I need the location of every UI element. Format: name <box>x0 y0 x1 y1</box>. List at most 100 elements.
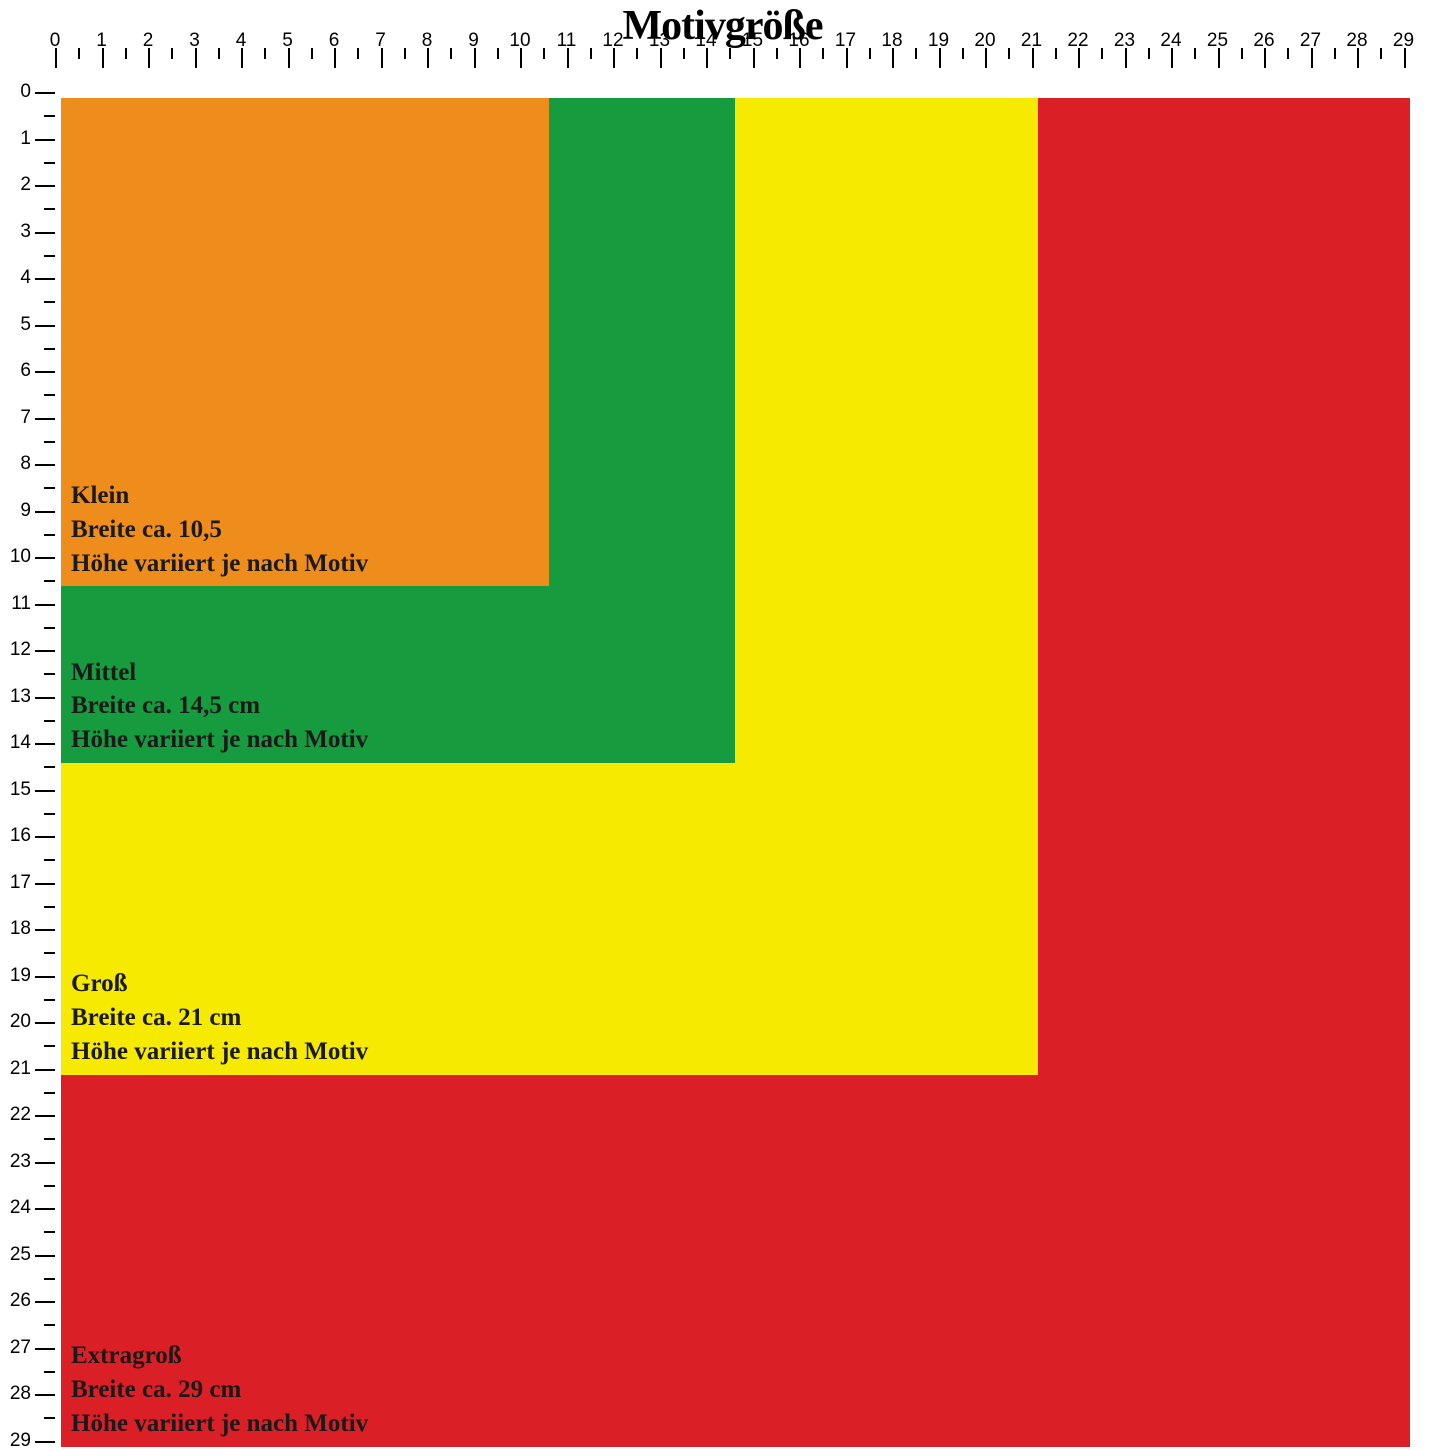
size-name: Extragroß <box>71 1339 368 1373</box>
ruler-label: 1 <box>96 30 107 52</box>
ruler-tick-minor <box>497 48 499 59</box>
ruler-tick-minor <box>44 1417 55 1419</box>
ruler-tick-minor <box>311 48 313 59</box>
size-width-label: Breite ca. 21 cm <box>71 1001 368 1035</box>
ruler-tick <box>35 790 55 792</box>
ruler-tick-minor <box>869 48 871 59</box>
ruler-label: 10 <box>10 546 31 568</box>
ruler-label: 0 <box>20 81 31 103</box>
ruler-tick-minor <box>125 48 127 59</box>
ruler-tick-minor <box>44 1185 55 1187</box>
ruler-tick <box>35 557 55 559</box>
ruler-tick-minor <box>44 115 55 117</box>
ruler-tick-minor <box>44 859 55 861</box>
ruler-tick <box>35 1301 55 1303</box>
ruler-tick-minor <box>44 441 55 443</box>
ruler-tick-minor <box>44 487 55 489</box>
ruler-label: 17 <box>835 30 856 52</box>
ruler-label: 28 <box>1346 30 1367 52</box>
ruler-label: 9 <box>20 500 31 522</box>
ruler-tick-minor <box>44 1278 55 1280</box>
ruler-label: 13 <box>649 30 670 52</box>
ruler-tick-minor <box>44 1324 55 1326</box>
ruler-label: 19 <box>10 965 31 987</box>
ruler-label: 29 <box>10 1430 31 1452</box>
ruler-label: 27 <box>1300 30 1321 52</box>
size-label-extragross: ExtragroßBreite ca. 29 cmHöhe variiert j… <box>71 1339 368 1440</box>
size-name: Klein <box>71 479 368 513</box>
ruler-tick-minor <box>1008 48 1010 59</box>
ruler-label: 4 <box>236 30 247 52</box>
ruler-label: 12 <box>602 30 623 52</box>
ruler-label: 15 <box>10 779 31 801</box>
ruler-tick <box>35 418 55 420</box>
ruler-label: 17 <box>10 872 31 894</box>
ruler-tick-minor <box>357 48 359 59</box>
size-width-label: Breite ca. 14,5 cm <box>71 689 368 723</box>
size-name: Mittel <box>71 656 368 690</box>
ruler-tick <box>35 697 55 699</box>
ruler-label: 29 <box>1393 30 1414 52</box>
ruler-tick <box>35 883 55 885</box>
size-height-label: Höhe variiert je nach Motiv <box>71 1407 368 1441</box>
ruler-label: 24 <box>1160 30 1181 52</box>
size-label-gross: GroßBreite ca. 21 cmHöhe variiert je nac… <box>71 967 368 1068</box>
ruler-tick-minor <box>1287 48 1289 59</box>
ruler-tick <box>35 185 55 187</box>
ruler-label: 2 <box>20 174 31 196</box>
ruler-tick-minor <box>44 627 55 629</box>
ruler-tick-minor <box>450 48 452 59</box>
ruler-tick-minor <box>1194 48 1196 59</box>
ruler-label: 23 <box>1114 30 1135 52</box>
ruler-label: 11 <box>557 30 577 52</box>
ruler-label: 3 <box>189 30 200 52</box>
size-label-mittel: MittelBreite ca. 14,5 cmHöhe variiert je… <box>71 656 368 757</box>
ruler-label: 18 <box>881 30 902 52</box>
ruler-tick <box>35 1069 55 1071</box>
ruler-tick-minor <box>776 48 778 59</box>
diagram-title: Motivgröße <box>0 2 1445 50</box>
ruler-tick <box>35 836 55 838</box>
ruler-tick-minor <box>44 394 55 396</box>
ruler-label: 5 <box>20 314 31 336</box>
ruler-label: 18 <box>10 918 31 940</box>
ruler-tick <box>35 464 55 466</box>
ruler-label: 9 <box>468 30 479 52</box>
ruler-tick-minor <box>1241 48 1243 59</box>
ruler-label: 0 <box>50 30 61 52</box>
ruler-label: 12 <box>10 639 31 661</box>
ruler-tick-minor <box>264 48 266 59</box>
ruler-tick <box>35 1348 55 1350</box>
ruler-label: 8 <box>20 453 31 475</box>
ruler-label: 26 <box>1253 30 1274 52</box>
ruler-tick-minor <box>543 48 545 59</box>
ruler-tick-minor <box>44 720 55 722</box>
size-height-label: Höhe variiert je nach Motiv <box>71 1035 368 1069</box>
ruler-label: 10 <box>509 30 530 52</box>
ruler-label: 20 <box>10 1011 31 1033</box>
ruler-tick <box>35 371 55 373</box>
ruler-tick-minor <box>915 48 917 59</box>
ruler-label: 14 <box>695 30 716 52</box>
ruler-tick <box>35 1022 55 1024</box>
size-label-klein: KleinBreite ca. 10,5Höhe variiert je nac… <box>71 479 368 580</box>
ruler-tick-minor <box>404 48 406 59</box>
ruler-tick <box>35 1394 55 1396</box>
ruler-tick-minor <box>44 162 55 164</box>
ruler-label: 6 <box>20 360 31 382</box>
ruler-tick-minor <box>44 208 55 210</box>
ruler-label: 14 <box>10 732 31 754</box>
ruler-tick <box>35 92 55 94</box>
ruler-label: 11 <box>11 593 31 615</box>
ruler-label: 16 <box>788 30 809 52</box>
ruler-label: 15 <box>742 30 763 52</box>
ruler-tick <box>35 511 55 513</box>
ruler-tick <box>35 1115 55 1117</box>
ruler-label: 25 <box>1207 30 1228 52</box>
ruler-tick-minor <box>44 906 55 908</box>
ruler-tick <box>35 139 55 141</box>
ruler-label: 21 <box>1021 30 1042 52</box>
ruler-label: 3 <box>20 221 31 243</box>
ruler-label: 16 <box>10 825 31 847</box>
ruler-tick <box>35 1208 55 1210</box>
